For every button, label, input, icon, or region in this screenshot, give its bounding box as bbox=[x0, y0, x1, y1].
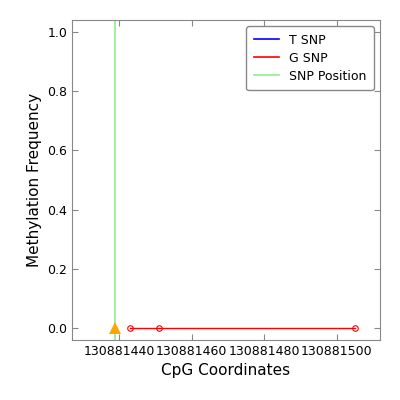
Y-axis label: Methylation Frequency: Methylation Frequency bbox=[26, 93, 42, 267]
Legend: T SNP, G SNP, SNP Position: T SNP, G SNP, SNP Position bbox=[246, 26, 374, 90]
X-axis label: CpG Coordinates: CpG Coordinates bbox=[162, 364, 290, 378]
